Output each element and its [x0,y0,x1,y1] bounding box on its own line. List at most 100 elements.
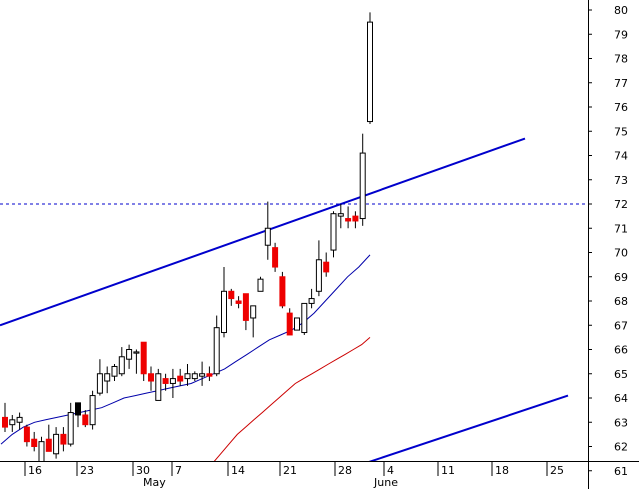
candle-body [199,373,206,377]
candle [111,364,118,382]
channel-upper-line [0,137,526,327]
candle-body [206,373,213,377]
candle-body [184,373,191,380]
candle-body [60,433,67,445]
candle-body [345,218,352,222]
y-tick-label: 74 [614,150,628,163]
y-tick-label: 80 [614,4,628,17]
candle-body [337,213,344,217]
candle-body [228,290,235,300]
y-tick-label: 75 [614,125,628,138]
candle [38,436,45,461]
candle [221,267,227,338]
candle [67,402,74,447]
candle-body [235,300,242,304]
x-tick-label: 4 [387,464,394,477]
candle-body [279,276,286,307]
candle-body [96,373,103,394]
candle [9,414,16,432]
candle-body [67,412,74,445]
candle-body [352,215,359,222]
candle [184,364,191,386]
candle [345,206,352,229]
candle [330,211,337,258]
y-tick-label: 73 [614,174,628,187]
candle [177,368,184,386]
y-tick-label: 69 [614,271,628,284]
candle [104,366,111,394]
candle-body [191,373,198,380]
candle [206,366,213,382]
candle [279,271,286,309]
candle [23,424,30,447]
candle-body [286,312,293,336]
candle-body [126,349,133,360]
candle-body [75,402,81,416]
y-tick-label: 68 [614,295,628,308]
month-label: May [143,476,166,489]
candle [118,347,125,377]
y-tick-label: 76 [614,101,628,114]
candle [96,359,103,396]
candle [45,424,52,452]
candle-body [2,416,8,428]
x-tick-label: 25 [550,464,564,477]
candle-body [315,259,322,292]
candle-body [104,373,111,382]
y-tick-label: 71 [614,222,628,235]
candle-body [301,302,308,334]
candle [323,252,330,277]
candle-body [272,247,279,268]
y-tick-label: 65 [614,368,628,381]
candle-body [177,375,184,382]
candle-body [82,414,89,426]
candle [294,317,300,331]
candle-body [294,317,300,331]
candle [359,133,366,226]
candle [264,201,271,260]
candle [308,288,315,309]
candle [301,302,308,335]
candle [242,293,249,331]
candle-body [257,278,264,292]
candle-body [264,227,271,246]
candle-body [162,378,169,384]
y-tick-label: 77 [614,77,628,90]
candle [235,296,242,309]
candle-body [9,419,16,426]
candle-body [213,327,220,375]
x-tick-label: 18 [495,464,509,477]
candle [191,371,198,382]
candle [162,373,169,391]
candle-body [16,416,23,423]
candle [89,390,96,430]
candle [140,341,147,382]
ma-short-line [0,254,371,445]
candle-body [359,152,366,220]
channel-lower-line [368,394,569,461]
candle-body [330,213,337,251]
y-tick-label: 64 [614,392,628,405]
x-tick-label: 7 [175,464,182,477]
candle [16,412,23,430]
ma-long-line [213,337,371,461]
month-label: June [373,476,398,489]
y-tick-label: 63 [614,416,628,429]
y-tick-label: 78 [614,53,628,66]
x-tick-label: 30 [136,464,150,477]
candle-body [118,356,125,375]
candle-body [221,290,227,334]
candle [60,427,67,452]
candle [155,368,162,401]
x-tick-label: 23 [80,464,94,477]
candle-body [53,433,60,455]
candle [53,427,60,459]
candle [352,211,359,229]
y-tick-label: 66 [614,344,628,357]
candle-body [323,261,330,273]
candle-body [38,441,45,461]
candle [250,305,257,338]
y-tick-label: 62 [614,441,628,454]
